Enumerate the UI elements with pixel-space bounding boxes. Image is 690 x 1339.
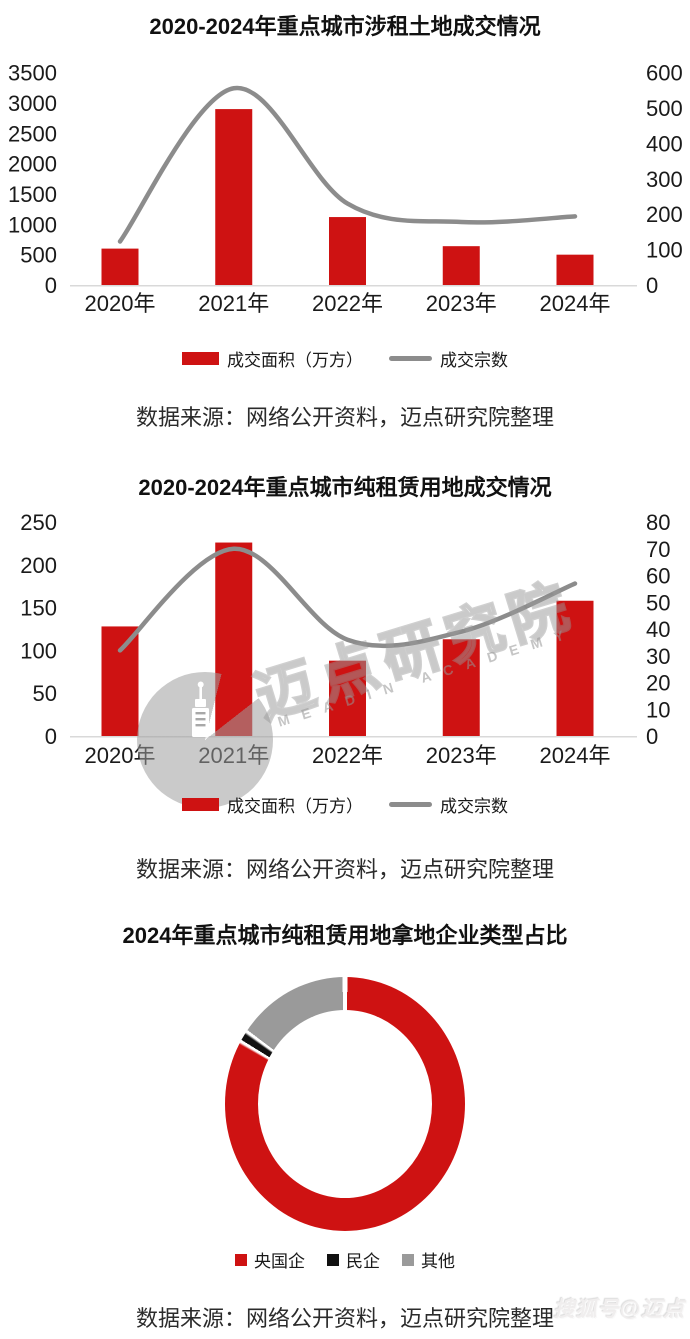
svg-text:3000: 3000	[8, 91, 57, 116]
line-series-label: 成交宗数	[440, 797, 508, 816]
legend-swatch-private	[327, 1253, 339, 1266]
legend-item: 其他	[402, 1247, 455, 1272]
line-series-swatch	[389, 356, 432, 361]
svg-text:2024年: 2024年	[540, 743, 611, 768]
legend-item: 民企	[327, 1247, 380, 1272]
legend-swatch-other	[402, 1253, 414, 1266]
svg-text:10: 10	[646, 697, 670, 722]
chart1-combo-plot: 3500300025002000150010005000600500400300…	[8, 61, 683, 316]
svg-text:500: 500	[646, 96, 683, 121]
platform-watermark: 搜狐号@迈点	[553, 1298, 685, 1321]
svg-text:2024年: 2024年	[540, 291, 611, 316]
svg-text:150: 150	[20, 596, 57, 621]
legend-label-other: 其他	[421, 1252, 455, 1271]
svg-text:2000: 2000	[8, 152, 57, 177]
bar-series-swatch	[182, 352, 219, 365]
svg-text:100: 100	[646, 238, 683, 263]
svg-text:0: 0	[45, 273, 57, 298]
svg-text:50: 50	[646, 590, 670, 615]
svg-text:200: 200	[646, 202, 683, 227]
chart3-source-note: 数据来源：网络公开资料，迈点研究院整理	[135, 1306, 554, 1331]
svg-text:0: 0	[646, 273, 658, 298]
svg-text:40: 40	[646, 617, 670, 642]
svg-text:20: 20	[646, 671, 670, 696]
svg-text:250: 250	[20, 510, 57, 535]
chart3-title: 2024年重点城市纯租赁用地拿地企业类型占比	[122, 923, 568, 948]
svg-text:2023年: 2023年	[426, 291, 497, 316]
chart2-source-note: 数据来源：网络公开资料，迈点研究院整理	[135, 857, 554, 882]
chart1-source-note: 数据来源：网络公开资料，迈点研究院整理	[135, 405, 554, 430]
svg-text:3500: 3500	[8, 61, 57, 86]
svg-text:2020年: 2020年	[85, 291, 156, 316]
svg-text:2021年: 2021年	[198, 743, 269, 768]
legend-label-soe: 央国企	[254, 1252, 305, 1271]
chart2-legend: 成交面积（万方） 成交宗数	[0, 792, 690, 817]
svg-text:300: 300	[646, 167, 683, 192]
svg-text:60: 60	[646, 564, 670, 589]
svg-text:0: 0	[646, 724, 658, 749]
chart1-title: 2020-2024年重点城市涉租土地成交情况	[149, 14, 541, 39]
svg-text:2023年: 2023年	[426, 743, 497, 768]
svg-text:2500: 2500	[8, 121, 57, 146]
legend-swatch-soe	[235, 1253, 247, 1266]
svg-text:50: 50	[33, 681, 57, 706]
chart2-title: 2020-2024年重点城市纯租赁用地成交情况	[138, 475, 552, 500]
line-series-label: 成交宗数	[440, 351, 508, 370]
svg-text:30: 30	[646, 644, 670, 669]
svg-text:600: 600	[646, 61, 683, 86]
svg-text:2022年: 2022年	[312, 291, 383, 316]
svg-text:80: 80	[646, 510, 670, 535]
bar-series-swatch	[182, 798, 219, 811]
donut-hole	[258, 1010, 432, 1198]
svg-text:0: 0	[45, 724, 57, 749]
legend-item: 央国企	[235, 1247, 305, 1272]
chart3-legend: 央国企 民企 其他	[0, 1247, 690, 1272]
svg-text:1500: 1500	[8, 182, 57, 207]
svg-text:2021年: 2021年	[198, 291, 269, 316]
legend-label-private: 民企	[346, 1252, 380, 1271]
bar-series-label: 成交面积（万方）	[227, 351, 363, 370]
svg-text:500: 500	[20, 243, 57, 268]
svg-text:70: 70	[646, 537, 670, 562]
svg-text:400: 400	[646, 131, 683, 156]
bar-series-label: 成交面积（万方）	[227, 797, 363, 816]
chart1-legend: 成交面积（万方） 成交宗数	[0, 346, 690, 371]
svg-text:1000: 1000	[8, 212, 57, 237]
svg-text:2020年: 2020年	[85, 743, 156, 768]
svg-text:2022年: 2022年	[312, 743, 383, 768]
svg-text:100: 100	[20, 638, 57, 663]
line-series-swatch	[389, 802, 432, 807]
svg-text:200: 200	[20, 553, 57, 578]
